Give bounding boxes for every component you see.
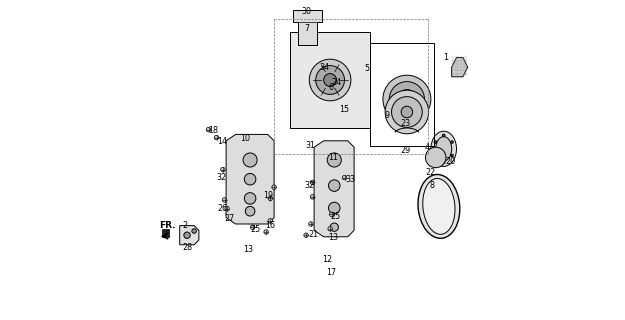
Text: 6: 6: [329, 83, 334, 92]
Ellipse shape: [268, 196, 272, 201]
Text: 18: 18: [208, 126, 217, 135]
Ellipse shape: [192, 229, 196, 233]
Polygon shape: [180, 226, 199, 245]
Ellipse shape: [329, 202, 340, 214]
Ellipse shape: [434, 141, 437, 143]
Text: 15: 15: [339, 105, 349, 114]
Ellipse shape: [330, 223, 338, 231]
Ellipse shape: [451, 154, 453, 157]
Text: 30: 30: [301, 7, 311, 16]
Ellipse shape: [403, 95, 411, 103]
Text: 29: 29: [400, 146, 411, 155]
Text: 22: 22: [425, 168, 436, 177]
Text: 21: 21: [308, 230, 318, 239]
Text: 2: 2: [182, 221, 187, 230]
Text: 34: 34: [319, 63, 329, 72]
Ellipse shape: [401, 106, 412, 118]
Text: 25: 25: [331, 212, 341, 221]
Text: 12: 12: [322, 255, 332, 264]
Ellipse shape: [268, 219, 272, 223]
Ellipse shape: [389, 82, 424, 117]
Text: 32: 32: [216, 173, 226, 182]
Ellipse shape: [222, 198, 227, 202]
Text: 13: 13: [328, 233, 338, 242]
Ellipse shape: [342, 175, 347, 180]
Ellipse shape: [221, 167, 225, 172]
Polygon shape: [293, 10, 322, 45]
Text: 27: 27: [224, 214, 234, 223]
Ellipse shape: [244, 193, 256, 204]
Ellipse shape: [398, 90, 416, 109]
Ellipse shape: [431, 131, 456, 166]
Ellipse shape: [272, 185, 276, 189]
Text: 24: 24: [331, 78, 341, 87]
Text: 11: 11: [328, 153, 338, 162]
Ellipse shape: [324, 74, 336, 86]
Text: 13: 13: [244, 245, 254, 254]
Ellipse shape: [442, 134, 445, 137]
Text: 14: 14: [217, 137, 227, 146]
Text: 31: 31: [305, 141, 315, 150]
Ellipse shape: [310, 195, 315, 199]
Ellipse shape: [206, 127, 211, 132]
Ellipse shape: [244, 173, 256, 185]
Bar: [370, 43, 434, 146]
Text: 25: 25: [251, 225, 261, 234]
Ellipse shape: [225, 206, 229, 211]
Text: 7: 7: [304, 24, 309, 33]
Text: 17: 17: [327, 268, 337, 277]
Ellipse shape: [328, 227, 332, 231]
Ellipse shape: [422, 179, 455, 234]
Text: 33: 33: [346, 175, 356, 184]
Polygon shape: [452, 58, 468, 77]
Ellipse shape: [251, 225, 255, 229]
Text: 4: 4: [424, 143, 429, 152]
Ellipse shape: [304, 233, 308, 237]
Text: 23: 23: [400, 119, 411, 128]
Ellipse shape: [385, 90, 429, 134]
Text: FR.: FR.: [159, 221, 176, 230]
Text: 8: 8: [430, 181, 435, 190]
Ellipse shape: [451, 141, 453, 143]
Polygon shape: [314, 141, 354, 237]
Ellipse shape: [383, 75, 431, 123]
Text: 16: 16: [265, 221, 275, 230]
Text: 20: 20: [445, 157, 455, 166]
Text: 26: 26: [217, 204, 227, 213]
Ellipse shape: [426, 147, 446, 168]
Text: 5: 5: [364, 64, 369, 73]
Ellipse shape: [243, 153, 257, 167]
Bar: [162, 229, 169, 237]
Ellipse shape: [436, 137, 452, 161]
Ellipse shape: [309, 222, 313, 226]
Ellipse shape: [264, 230, 268, 234]
Ellipse shape: [184, 232, 190, 238]
Text: 9: 9: [384, 111, 389, 120]
Polygon shape: [290, 32, 370, 128]
Ellipse shape: [391, 97, 422, 127]
Ellipse shape: [329, 180, 340, 191]
Ellipse shape: [328, 153, 341, 167]
Ellipse shape: [442, 161, 445, 164]
Polygon shape: [226, 134, 274, 224]
Ellipse shape: [310, 180, 315, 185]
Ellipse shape: [434, 154, 437, 157]
Text: 19: 19: [263, 191, 273, 200]
Text: 10: 10: [239, 134, 249, 143]
Text: 1: 1: [442, 53, 448, 62]
Text: 28: 28: [182, 243, 192, 252]
Ellipse shape: [329, 212, 334, 217]
Ellipse shape: [418, 174, 460, 238]
Ellipse shape: [316, 66, 344, 94]
Ellipse shape: [245, 206, 255, 216]
Ellipse shape: [214, 135, 219, 140]
Ellipse shape: [309, 59, 351, 101]
Text: 32: 32: [305, 181, 315, 190]
